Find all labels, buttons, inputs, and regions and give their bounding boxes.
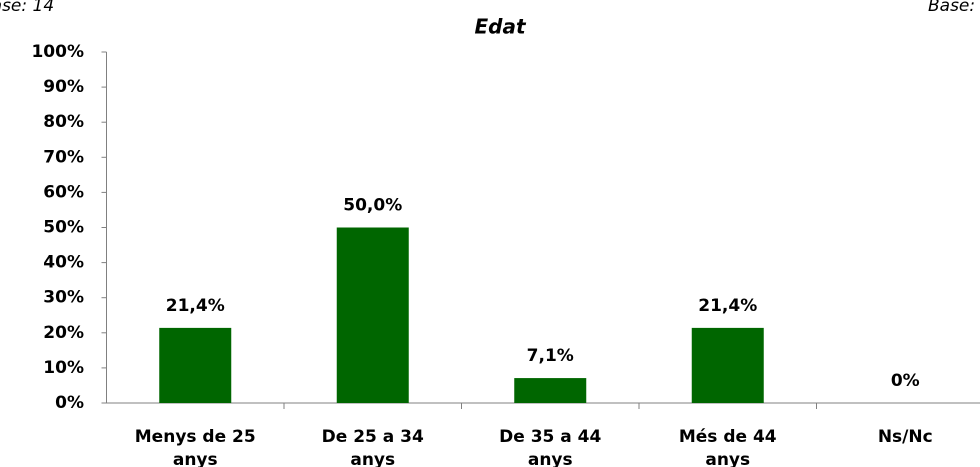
bar <box>336 227 409 403</box>
bar <box>159 327 232 403</box>
y-tick-label: 20% <box>43 323 84 343</box>
y-tick-label: 80% <box>43 112 84 132</box>
y-tick-label: 70% <box>43 147 84 167</box>
bar <box>691 327 764 403</box>
y-tick-label: 40% <box>43 253 84 273</box>
data-label: 21,4% <box>166 296 225 316</box>
bar <box>514 378 587 403</box>
data-label: 7,1% <box>527 346 574 366</box>
data-label: 0% <box>891 371 920 391</box>
x-tick-label: De 35 a 44 anys <box>499 427 601 467</box>
y-tick-label: 30% <box>43 288 84 308</box>
x-tick-label: Menys de 25 anys <box>135 427 256 467</box>
x-tick-label: De 25 a 34 anys <box>322 427 424 467</box>
y-tick-label: 10% <box>43 358 84 378</box>
y-tick-label: 60% <box>43 182 84 202</box>
x-tick-label: Més de 44 anys <box>679 427 777 467</box>
y-tick-label: 50% <box>43 218 84 238</box>
x-tick-label: Ns/Nc <box>878 427 933 447</box>
data-label: 50,0% <box>343 196 402 216</box>
y-tick-label: 90% <box>43 77 84 97</box>
y-tick-label: 0% <box>55 393 84 413</box>
annotation: Base: <box>928 0 975 16</box>
annotation: Base: 14 <box>0 0 54 16</box>
chart-title: Edat <box>474 15 526 39</box>
y-tick-label: 100% <box>31 42 84 62</box>
data-label: 21,4% <box>698 296 757 316</box>
